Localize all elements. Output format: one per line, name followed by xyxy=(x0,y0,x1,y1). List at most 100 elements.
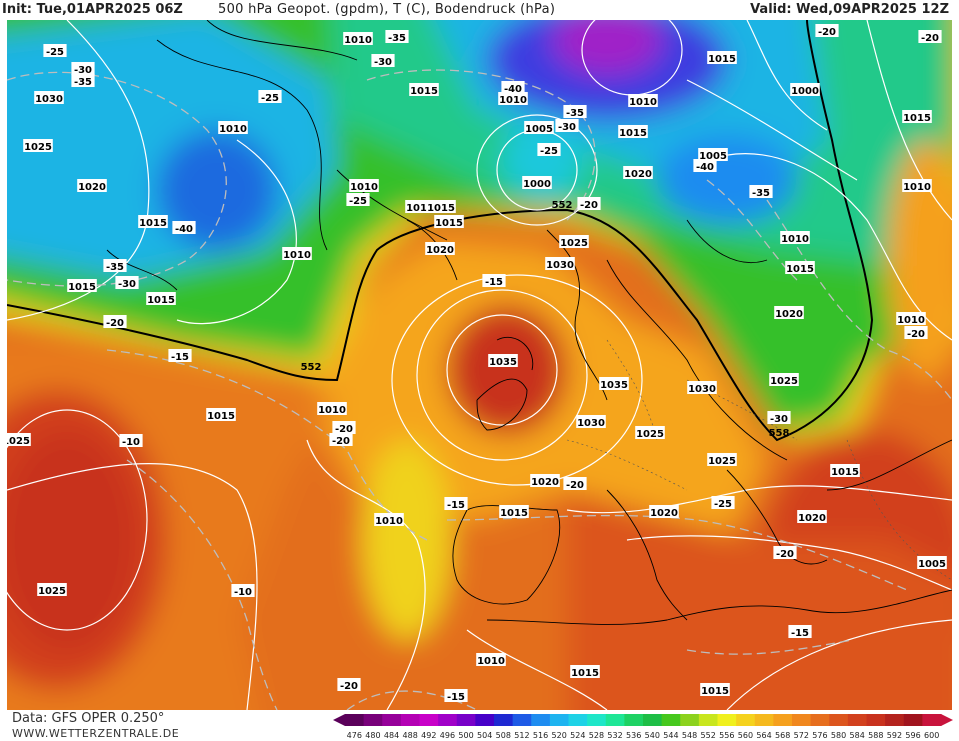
temperature-label: -30 xyxy=(767,411,791,425)
scale-swatch xyxy=(847,714,867,726)
temperature-label-text: -20 xyxy=(335,424,353,435)
pressure-label-box xyxy=(374,513,404,526)
pressure-label-text: 1015 xyxy=(619,128,647,139)
temperature-label-text: -40 xyxy=(504,84,522,95)
temperature-label: -25 xyxy=(346,193,370,207)
temperature-label: -20 xyxy=(329,433,353,447)
scale-swatch xyxy=(680,714,700,726)
temperature-label: -20 xyxy=(103,315,127,329)
temperature-label: -20 xyxy=(773,546,797,560)
pressure-label-box xyxy=(343,32,373,45)
scale-swatch xyxy=(754,714,774,726)
pressure-label: 1025 xyxy=(23,139,53,153)
temperature-label-text: -15 xyxy=(485,277,503,288)
pressure-label: 1020 xyxy=(649,505,679,519)
pressure-label-box xyxy=(649,505,679,518)
temperature-label-text: -35 xyxy=(106,262,124,273)
scale-tick-label: 584 xyxy=(850,731,865,739)
temperature-label-text: -20 xyxy=(332,436,350,447)
scale-swatch xyxy=(382,714,402,726)
temperature-label: -35 xyxy=(71,74,95,88)
pressure-label-text: 1010 xyxy=(344,35,372,46)
pressure-label-box xyxy=(707,453,737,466)
temperature-label-text: -15 xyxy=(447,500,465,511)
site-url[interactable]: WWW.WETTERZENTRALE.DE xyxy=(12,727,180,740)
scale-arrow-right xyxy=(941,714,953,726)
temperature-label-text: -35 xyxy=(752,188,770,199)
temperature-label-text: -30 xyxy=(74,65,92,76)
temperature-label: -20 xyxy=(918,30,942,44)
pressure-label-text: 1025 xyxy=(636,429,664,440)
temperature-label-box xyxy=(444,497,468,510)
pressure-label-text: 1015 xyxy=(701,686,729,697)
temperature-label-box xyxy=(482,274,506,287)
pressure-label: 1010 xyxy=(780,231,810,245)
scale-tick-label: 560 xyxy=(738,731,753,739)
scale-tick-label: 556 xyxy=(719,731,734,739)
pressure-label-text: 1020 xyxy=(624,169,652,180)
pressure-label-box xyxy=(635,426,665,439)
temperature-label-text: -20 xyxy=(921,33,939,44)
scale-swatch xyxy=(643,714,663,726)
temperature-label-box xyxy=(767,411,791,424)
temperature-label: -35 xyxy=(103,259,127,273)
scale-tick-label: 512 xyxy=(514,731,529,739)
header: Init: Tue,01APR2025 06Z 500 hPa Geopot. … xyxy=(0,0,959,20)
pressure-label: 1010 xyxy=(349,179,379,193)
pressure-label: 1030 xyxy=(34,91,64,105)
pressure-label-box xyxy=(790,83,820,96)
scale-swatch xyxy=(587,714,607,726)
scale-tick-label: 536 xyxy=(626,731,641,739)
pressure-label-text: 1030 xyxy=(35,94,63,105)
temperature-label-text: -40 xyxy=(696,162,714,173)
temperature-label: -40 xyxy=(693,159,717,173)
pressure-label-text: 1010 xyxy=(897,315,925,326)
scale-arrow-left xyxy=(333,714,345,726)
pressure-label: 1000 xyxy=(790,83,820,97)
pressure-label-box xyxy=(425,242,455,255)
scale-swatch xyxy=(438,714,458,726)
pressure-label-text: 1015 xyxy=(207,411,235,422)
pressure-label-text: 1005 xyxy=(918,559,946,570)
pressure-label: 1005 xyxy=(698,148,728,162)
temperature-label-box xyxy=(172,221,196,234)
temperature-label: -35 xyxy=(385,30,409,44)
temperature-label-box xyxy=(537,143,561,156)
pressure-label-box xyxy=(317,402,347,415)
temperature-label: -25 xyxy=(711,496,735,510)
pressure-label: 1005 xyxy=(524,121,554,135)
pressure-label: 1000 xyxy=(522,176,552,190)
temperature-label-box xyxy=(71,62,95,75)
pressure-label: 1010 xyxy=(896,312,926,326)
pressure-label: 1010 xyxy=(902,179,932,193)
temperature-label-text: -20 xyxy=(580,200,598,211)
scale-swatch xyxy=(419,714,439,726)
temperature-label-box xyxy=(71,74,95,87)
pressure-label-box xyxy=(785,261,815,274)
scale-tick-label: 488 xyxy=(403,731,418,739)
color-scale: 476 480 484 488 492 496 500 504 508 512 516 520 524 5… xyxy=(333,714,953,739)
pressure-label-box xyxy=(896,312,926,325)
scale-swatch xyxy=(624,714,644,726)
pressure-label: 1020 xyxy=(530,474,560,488)
pressure-label-box xyxy=(797,510,827,523)
pressure-label-text: 1015 xyxy=(500,508,528,519)
pressure-label-text: 1000 xyxy=(523,179,551,190)
temperature-label-text: -25 xyxy=(46,47,64,58)
pressure-label-text: 1010 xyxy=(219,124,247,135)
pressure-label-box xyxy=(146,292,176,305)
pressure-label-box xyxy=(498,92,528,105)
temperature-label: -30 xyxy=(371,54,395,68)
pressure-label: 1025 xyxy=(769,373,799,387)
scale-tick-label: 480 xyxy=(365,731,380,739)
temperature-label: -20 xyxy=(904,326,928,340)
pressure-label-text: 1025 xyxy=(560,238,588,249)
pressure-label: 1015 xyxy=(785,261,815,275)
pressure-label-box xyxy=(628,94,658,107)
temperature-label-box xyxy=(577,197,601,210)
temperature-label: -10 xyxy=(119,434,143,448)
pressure-label: 1030 xyxy=(687,381,717,395)
pressure-label: 1020 xyxy=(623,166,653,180)
pressure-label-box xyxy=(830,464,860,477)
pressure-label: 1015 xyxy=(830,464,860,478)
